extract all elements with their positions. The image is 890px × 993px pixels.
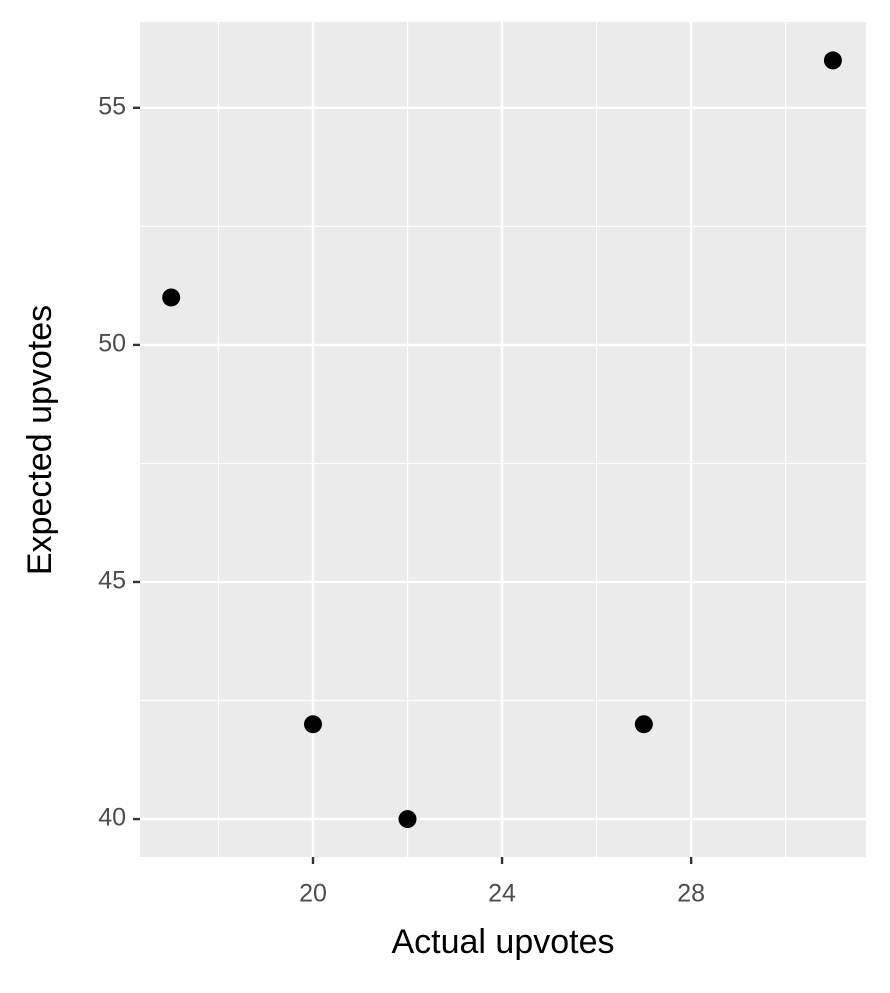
point <box>162 288 181 307</box>
point <box>398 810 417 829</box>
point <box>303 715 322 734</box>
point <box>634 715 653 734</box>
y-tick-label: 55 <box>98 92 126 120</box>
point <box>823 51 842 70</box>
x-tick-label: 28 <box>677 880 705 908</box>
x-tick-label: 24 <box>488 880 516 908</box>
y-tick-label: 45 <box>98 567 126 595</box>
x-tick-label: 20 <box>299 880 327 908</box>
y-tick-label: 50 <box>98 330 126 358</box>
y-tick-label: 40 <box>98 804 126 832</box>
y-axis-title: Expected upvotes <box>21 305 59 575</box>
x-axis-title: Actual upvotes <box>391 923 614 961</box>
